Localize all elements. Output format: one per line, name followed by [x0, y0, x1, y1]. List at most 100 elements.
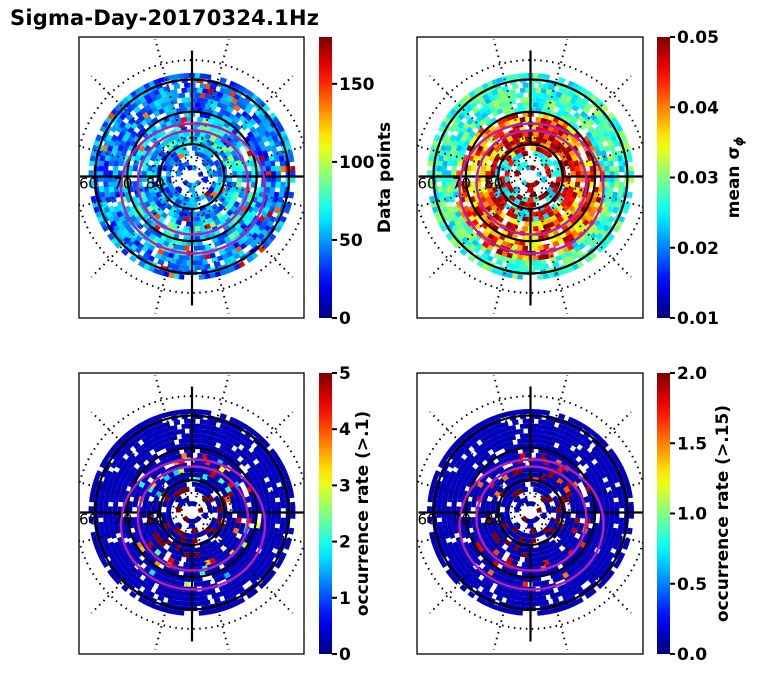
heatmap-cell — [437, 185, 443, 193]
heatmap-cell — [521, 245, 528, 251]
heatmap-cell — [545, 217, 553, 224]
heatmap-cell — [520, 515, 528, 523]
heatmap-cell — [562, 495, 570, 503]
heatmap-cell — [182, 150, 190, 157]
heatmap-cell — [613, 561, 621, 569]
heatmap-cell — [617, 155, 624, 163]
heatmap-cell — [208, 546, 217, 554]
heatmap-cell — [521, 561, 528, 568]
grid-meridian-dotted — [429, 411, 525, 507]
heatmap-cell — [173, 93, 181, 100]
heatmap-cell — [144, 191, 152, 199]
heatmap-cell — [530, 201, 537, 208]
heatmap-cell — [524, 211, 531, 217]
heatmap-cell — [234, 186, 241, 194]
heatmap-cell — [98, 521, 105, 529]
heatmap-cell — [194, 409, 202, 415]
heatmap-cell — [98, 159, 105, 167]
heatmap-cell — [125, 449, 134, 457]
heatmap-cell — [626, 191, 633, 199]
heatmap-cell — [165, 89, 173, 97]
heatmap-cell — [527, 533, 534, 539]
heatmap-cell — [537, 274, 544, 280]
heatmap-cell — [552, 495, 559, 503]
heatmap-cell — [216, 255, 224, 262]
lat-label: 80 — [146, 175, 165, 193]
heatmap-cell — [603, 144, 611, 153]
heatmap-cell — [572, 459, 581, 468]
heatmap-cell — [506, 410, 514, 417]
heatmap-cell — [489, 116, 498, 125]
heatmap-cell — [207, 425, 215, 432]
heatmap-cell — [236, 165, 242, 172]
heatmap-cell — [530, 165, 537, 171]
heatmap-cell — [441, 516, 448, 524]
heatmap-cell — [446, 170, 452, 177]
heatmap-cell — [246, 102, 255, 110]
heatmap-cell — [491, 159, 499, 167]
heatmap-cell — [526, 523, 535, 529]
heatmap-cell — [160, 101, 168, 109]
heatmap-cell — [596, 191, 604, 199]
heatmap-cell — [552, 219, 560, 227]
heatmap-cell — [279, 160, 286, 168]
heatmap-cell — [595, 485, 602, 494]
heatmap-cell — [99, 526, 106, 534]
heatmap-cell — [113, 185, 120, 193]
heatmap-cell — [563, 485, 571, 494]
heatmap-cell — [571, 104, 580, 112]
heatmap-cell — [443, 195, 451, 203]
heatmap-cell — [129, 130, 138, 139]
heatmap-cell — [532, 581, 539, 587]
heatmap-cell — [151, 452, 159, 461]
heatmap-cell — [470, 517, 477, 524]
heatmap-cell — [481, 577, 490, 585]
heatmap-cell — [537, 264, 544, 270]
lat-label: 70 — [113, 511, 132, 529]
heatmap-cell — [183, 591, 190, 597]
heatmap-cell — [436, 170, 442, 177]
heatmap-cell — [195, 179, 202, 187]
heatmap-cell — [505, 164, 512, 172]
heatmap-cell — [262, 104, 271, 113]
heatmap-cell — [98, 506, 104, 513]
heatmap-cell — [258, 155, 265, 163]
heatmap-cell — [183, 581, 190, 587]
heatmap-cell — [191, 201, 198, 208]
heatmap-cell — [207, 170, 214, 177]
heatmap-cell — [183, 255, 190, 261]
heatmap-cell — [491, 186, 499, 194]
heatmap-cell — [600, 485, 607, 494]
heatmap-cell — [565, 490, 573, 498]
heatmap-cell — [232, 490, 240, 498]
heatmap-cell — [447, 159, 453, 167]
heatmap-cell — [129, 466, 138, 475]
heatmap-cell — [511, 93, 519, 100]
heatmap-cell — [185, 211, 192, 217]
heatmap-cell — [547, 221, 555, 229]
heatmap-cell — [224, 149, 232, 158]
heatmap-cell — [542, 273, 550, 280]
heatmap-cell — [501, 441, 509, 449]
heatmap-cell — [599, 471, 607, 479]
heatmap-cell — [172, 263, 180, 270]
heatmap-cell — [119, 490, 126, 498]
heatmap-cell — [485, 170, 491, 177]
heatmap-cell — [540, 98, 548, 104]
heatmap-cell — [491, 522, 499, 530]
heatmap-cell — [108, 516, 114, 524]
heatmap-cell — [542, 243, 550, 250]
heatmap-cell — [436, 506, 442, 513]
heatmap-cell — [520, 496, 529, 504]
heatmap-cell — [125, 113, 134, 121]
heatmap-cell — [279, 186, 286, 194]
heatmap-cell — [537, 225, 545, 231]
heatmap-cell — [201, 595, 209, 601]
heatmap-cell — [157, 259, 165, 266]
heatmap-cell — [570, 452, 579, 460]
heatmap-cell — [270, 517, 276, 525]
heatmap-cell — [508, 454, 516, 462]
heatmap-cell — [142, 557, 151, 566]
heatmap-cell — [515, 163, 524, 172]
